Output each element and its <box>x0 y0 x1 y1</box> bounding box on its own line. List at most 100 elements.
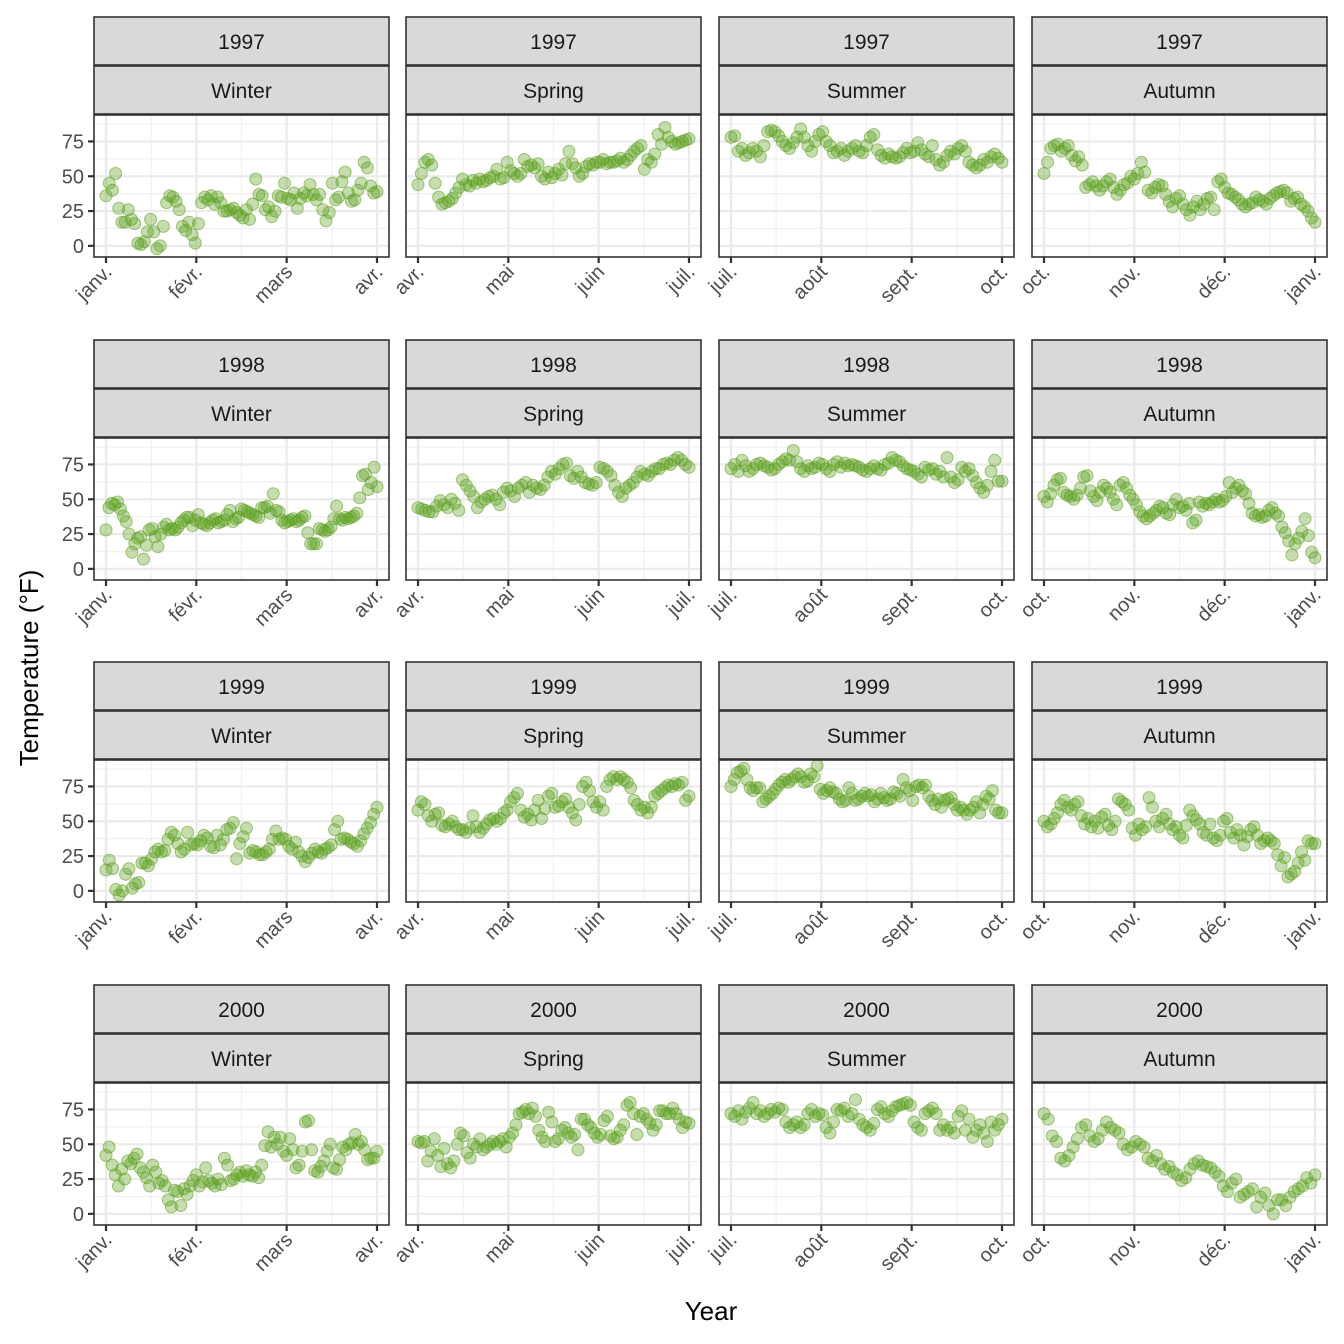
facet-panel: 1998 Summer juil. août sept. oct. <box>704 339 1015 630</box>
data-point <box>1308 551 1322 565</box>
data-point <box>1298 512 1312 526</box>
data-point <box>507 791 521 805</box>
data-point <box>188 236 202 250</box>
data-point <box>525 1101 539 1115</box>
data-point <box>128 217 142 231</box>
data-point <box>364 816 377 830</box>
data-point <box>966 469 980 483</box>
data-point <box>268 204 282 218</box>
panel-border <box>718 1082 1015 1226</box>
data-point <box>324 520 338 534</box>
facet-strip-label: 1997 <box>218 31 265 54</box>
data-point <box>313 187 327 201</box>
x-tick-label: avr. <box>390 1229 428 1267</box>
facet-strip-label: 2000 <box>843 999 890 1022</box>
data-point <box>867 1116 881 1130</box>
data-point <box>572 798 586 811</box>
data-point <box>249 172 263 186</box>
data-point <box>182 215 196 229</box>
y-tick-label: 25 <box>62 524 84 546</box>
data-point <box>264 1140 278 1154</box>
data-point <box>1110 187 1124 201</box>
data-point <box>452 180 466 194</box>
data-point <box>925 139 939 153</box>
data-point <box>288 835 302 849</box>
data-point <box>753 781 767 795</box>
data-point <box>1176 831 1190 845</box>
data-point <box>414 167 428 180</box>
data-point <box>980 1135 994 1148</box>
x-tick-label: avr. <box>390 906 428 944</box>
data-point <box>805 1103 819 1116</box>
facet-panel: 1997 Winter janv. févr. mars avr. 0 25 50 75 <box>62 16 390 308</box>
x-tick-label: sept. <box>876 1229 922 1275</box>
data-point <box>102 853 116 867</box>
data-point <box>896 773 910 786</box>
panel-border <box>93 114 390 258</box>
facet-panel: 2000 Winter janv. févr. mars avr. 0 25 50 75 <box>62 984 390 1276</box>
facet-strip-year <box>718 984 1015 1034</box>
data-point <box>236 830 250 844</box>
data-point <box>425 158 439 172</box>
data-point <box>1112 1126 1126 1140</box>
x-tick-label: avr. <box>349 261 387 299</box>
data-point <box>679 793 693 807</box>
data-point <box>1237 838 1251 852</box>
data-point <box>221 1158 234 1172</box>
data-point <box>1169 492 1183 506</box>
data-point <box>617 1118 631 1132</box>
data-point <box>286 1143 300 1157</box>
facet-strip-label: Winter <box>211 1048 272 1071</box>
data-point <box>1266 1207 1280 1221</box>
x-tick-label: avr. <box>390 584 428 622</box>
x-tick-label: oct. <box>974 584 1012 622</box>
x-tick-label: nov. <box>1104 906 1145 947</box>
x-tick-label: août <box>789 261 832 304</box>
x-tick-label: juin <box>571 261 609 299</box>
data-point <box>1267 837 1281 850</box>
data-point <box>1163 508 1177 522</box>
data-point <box>991 474 1005 488</box>
data-point <box>579 775 593 789</box>
data-point <box>463 1151 477 1165</box>
data-point <box>230 852 244 866</box>
data-point <box>827 1115 840 1129</box>
data-point <box>161 1193 175 1207</box>
data-point <box>911 136 925 150</box>
data-point <box>354 834 368 848</box>
facet-panel: 2000 Summer juil. août sept. oct. <box>704 984 1015 1275</box>
data-point <box>624 781 638 795</box>
data-point <box>576 780 590 793</box>
x-tick-label: févr. <box>165 584 207 626</box>
x-tick-label: nov. <box>1104 1229 1145 1270</box>
data-point <box>448 496 462 510</box>
data-point <box>255 189 269 203</box>
data-point <box>338 165 352 179</box>
facet-strip-label: 1999 <box>1156 676 1203 699</box>
data-point <box>323 1137 337 1151</box>
facet-panel: 1999 Autumn oct. nov. déc. janv. <box>1016 661 1328 951</box>
data-point <box>177 842 191 856</box>
data-point <box>1107 180 1120 194</box>
data-point <box>424 1144 438 1158</box>
data-point <box>962 462 976 476</box>
data-point <box>562 144 576 158</box>
data-point <box>444 1161 458 1175</box>
data-point <box>980 478 994 492</box>
data-point <box>466 809 480 823</box>
data-point <box>589 476 603 489</box>
data-points <box>99 800 384 902</box>
data-point <box>1044 487 1058 501</box>
data-point <box>360 161 374 175</box>
data-points <box>724 122 1009 175</box>
facet-strip-label: Spring <box>523 725 584 748</box>
data-point <box>473 825 487 839</box>
data-point <box>1295 524 1309 538</box>
data-point <box>559 792 572 806</box>
x-tick-label: avr. <box>349 584 387 622</box>
x-tick-label: juil. <box>662 906 699 943</box>
facet-strip-year <box>405 661 702 711</box>
facet-strip-season <box>93 388 390 438</box>
data-point <box>310 537 323 551</box>
data-point <box>1122 803 1136 817</box>
